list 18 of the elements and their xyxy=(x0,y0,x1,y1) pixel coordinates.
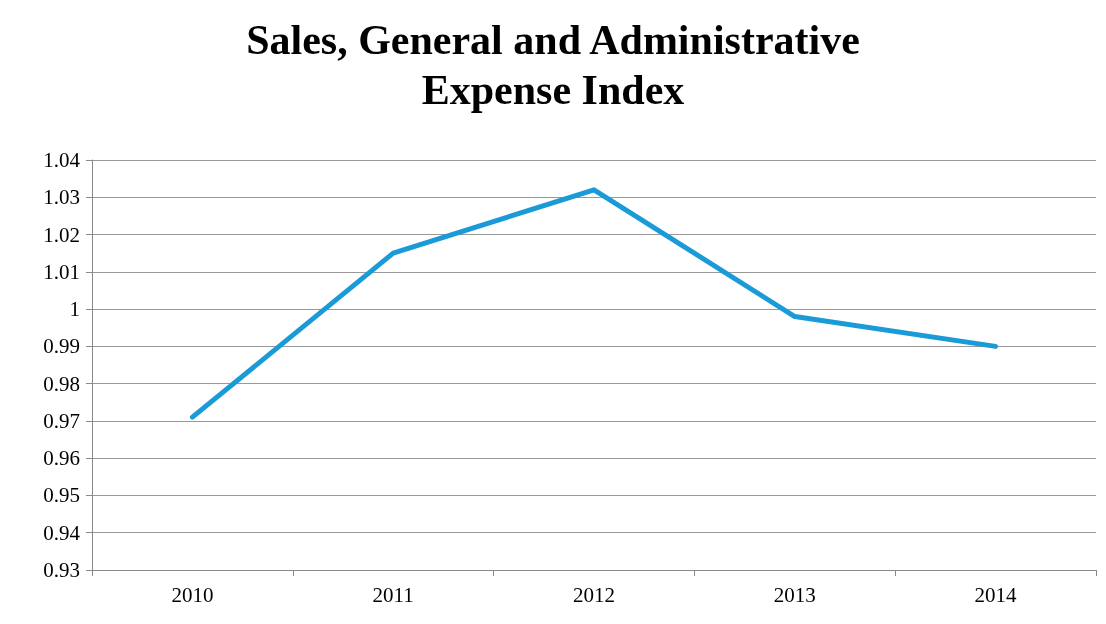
x-tick-label: 2014 xyxy=(974,582,1018,607)
x-tick-label: 2011 xyxy=(372,582,414,607)
y-tick-label: 0.98 xyxy=(43,371,80,396)
chart-title: Sales, General and Administrative Expense Index xyxy=(246,17,860,113)
y-tick-label: 0.99 xyxy=(43,334,80,359)
y-tick-label: 1.04 xyxy=(43,148,81,172)
y-tick-label: 0.93 xyxy=(43,558,80,582)
y-tick-label: 0.97 xyxy=(43,408,80,433)
x-tick-label: 2010 xyxy=(171,582,214,607)
y-tick-label: 0.95 xyxy=(43,483,80,508)
y-tick-label: 1.02 xyxy=(43,222,80,247)
x-tick-label: 2012 xyxy=(573,582,615,607)
x-tick-label: 2013 xyxy=(773,582,816,607)
y-tick-label: 0.94 xyxy=(43,520,81,545)
y-tick-label: 1 xyxy=(69,297,80,322)
y-tick-label: 1.01 xyxy=(43,259,80,284)
y-tick-label: 1.03 xyxy=(43,185,80,210)
y-tick-label: 0.96 xyxy=(43,446,80,471)
